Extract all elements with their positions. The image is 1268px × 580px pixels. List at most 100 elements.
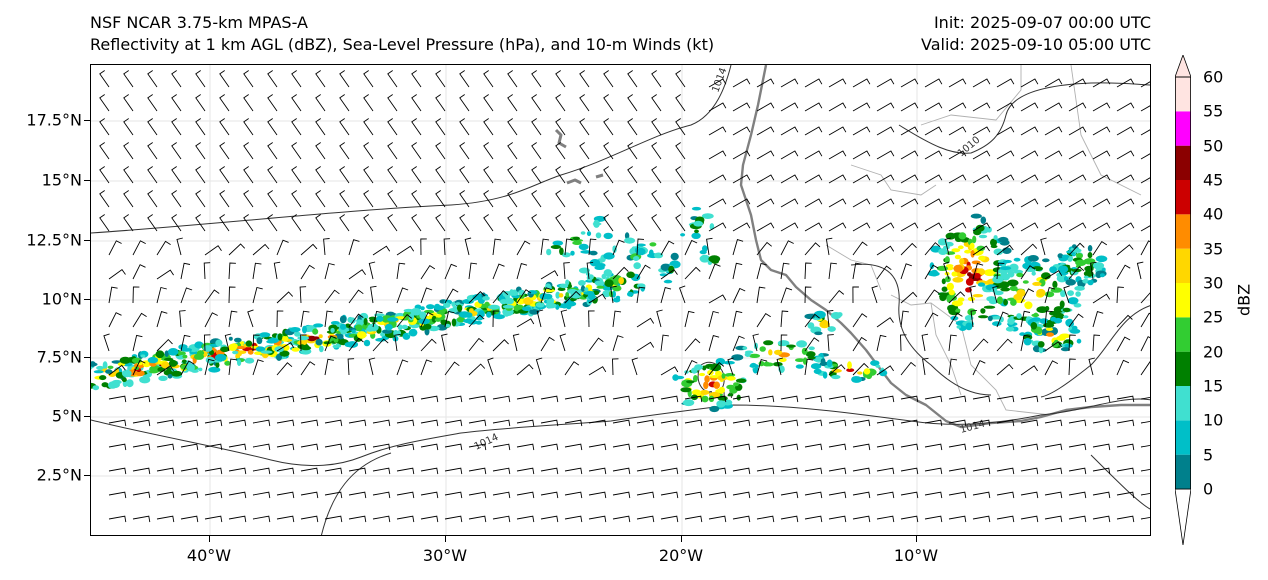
echo-cell <box>875 364 881 368</box>
wind-barb <box>948 102 967 112</box>
wind-barb <box>708 294 727 304</box>
wind-barb <box>339 142 350 160</box>
wind-barb <box>300 515 319 523</box>
lat-tick-mark <box>84 357 90 358</box>
echo-cell <box>863 368 871 375</box>
echo-cell <box>543 289 556 293</box>
wind-barb <box>756 198 775 208</box>
wind-barb <box>756 443 775 451</box>
wind-barb <box>171 190 182 208</box>
echo-cell <box>302 325 307 334</box>
echo-cell <box>870 360 880 366</box>
wind-barb <box>435 190 446 208</box>
wind-barb <box>900 198 919 208</box>
wind-barb <box>804 358 814 376</box>
wind-barb <box>204 515 223 523</box>
echo-cell <box>759 346 766 352</box>
wind-barb <box>732 262 743 280</box>
echo-cell <box>572 236 580 241</box>
wind-barb <box>876 174 895 184</box>
echo-cell <box>1062 307 1071 313</box>
wind-barb <box>156 491 175 499</box>
wind-barb <box>99 190 110 208</box>
echo-cell <box>397 324 403 331</box>
wind-barb <box>828 126 847 136</box>
wind-barb <box>300 395 319 403</box>
wind-barb <box>924 198 943 208</box>
echo-cell <box>528 290 538 295</box>
map-panel[interactable]: 1014 1014 1014 1010 1014 <box>90 64 1151 536</box>
echo-cell <box>167 348 179 356</box>
echo-cell <box>974 273 981 279</box>
wind-barb <box>291 70 302 88</box>
echo-cell <box>463 318 474 324</box>
wind-barb <box>492 467 511 475</box>
wind-barb <box>195 166 206 184</box>
echo-cell <box>633 262 641 270</box>
echo-cell <box>1063 315 1069 319</box>
wind-barb <box>132 312 147 328</box>
echo-cell <box>333 337 339 343</box>
echo-cell <box>983 305 996 309</box>
wind-barb <box>483 94 494 112</box>
wind-barb <box>1020 443 1039 451</box>
wind-barb <box>387 94 398 112</box>
wind-barb <box>732 335 745 352</box>
wind-barb <box>156 269 174 280</box>
wind-barb <box>924 174 943 184</box>
echo-cell <box>107 365 114 369</box>
echo-cell <box>455 302 461 306</box>
wind-barb <box>219 142 230 160</box>
wind-barb <box>1068 395 1087 403</box>
wind-barb <box>706 237 713 256</box>
wind-barb <box>1092 78 1111 88</box>
wind-barb <box>372 395 391 403</box>
wind-barb <box>684 239 698 256</box>
echo-cell <box>237 359 242 366</box>
wind-barb <box>276 362 293 376</box>
echo-cell <box>731 354 744 361</box>
wind-barb <box>996 174 1015 184</box>
wind-barb <box>876 395 895 403</box>
echo-cell <box>244 357 255 364</box>
wind-barb <box>555 94 566 112</box>
echo-cell <box>653 252 664 259</box>
echo-cell <box>980 216 987 224</box>
wind-barb <box>1020 243 1038 256</box>
wind-barb <box>387 142 398 160</box>
wind-barb <box>516 419 535 427</box>
echo-cell <box>256 337 263 345</box>
wind-barb <box>804 78 823 88</box>
wind-barb <box>156 515 175 523</box>
wind-barb <box>636 238 645 256</box>
wind-barb <box>636 264 651 280</box>
wind-barb <box>996 467 1015 475</box>
wind-barb <box>828 395 847 403</box>
wind-barb <box>555 118 566 136</box>
echo-cell <box>299 344 305 349</box>
echo-cell <box>972 235 977 244</box>
echo-cell <box>831 368 842 373</box>
wind-barb <box>315 142 326 160</box>
wind-barb <box>444 419 463 427</box>
wind-barb <box>660 395 679 403</box>
echo-cell <box>795 364 804 369</box>
echo-cell <box>96 365 104 370</box>
wind-barb <box>1020 419 1039 427</box>
echo-cell <box>139 376 151 384</box>
wind-barb <box>156 338 173 352</box>
wind-barb <box>804 102 823 112</box>
wind-barb <box>1092 515 1111 523</box>
wind-barb <box>876 443 895 451</box>
wind-barb <box>411 142 422 160</box>
echo-cell <box>993 235 998 240</box>
echo-cell <box>1038 345 1044 354</box>
wind-barb <box>300 467 319 475</box>
wind-barb <box>396 245 415 256</box>
wind-barb <box>339 214 350 232</box>
wind-barb <box>660 515 679 523</box>
wind-barb <box>324 358 334 376</box>
wind-barb <box>1116 491 1135 499</box>
wind-barb <box>540 336 555 352</box>
echo-cell <box>214 354 227 362</box>
